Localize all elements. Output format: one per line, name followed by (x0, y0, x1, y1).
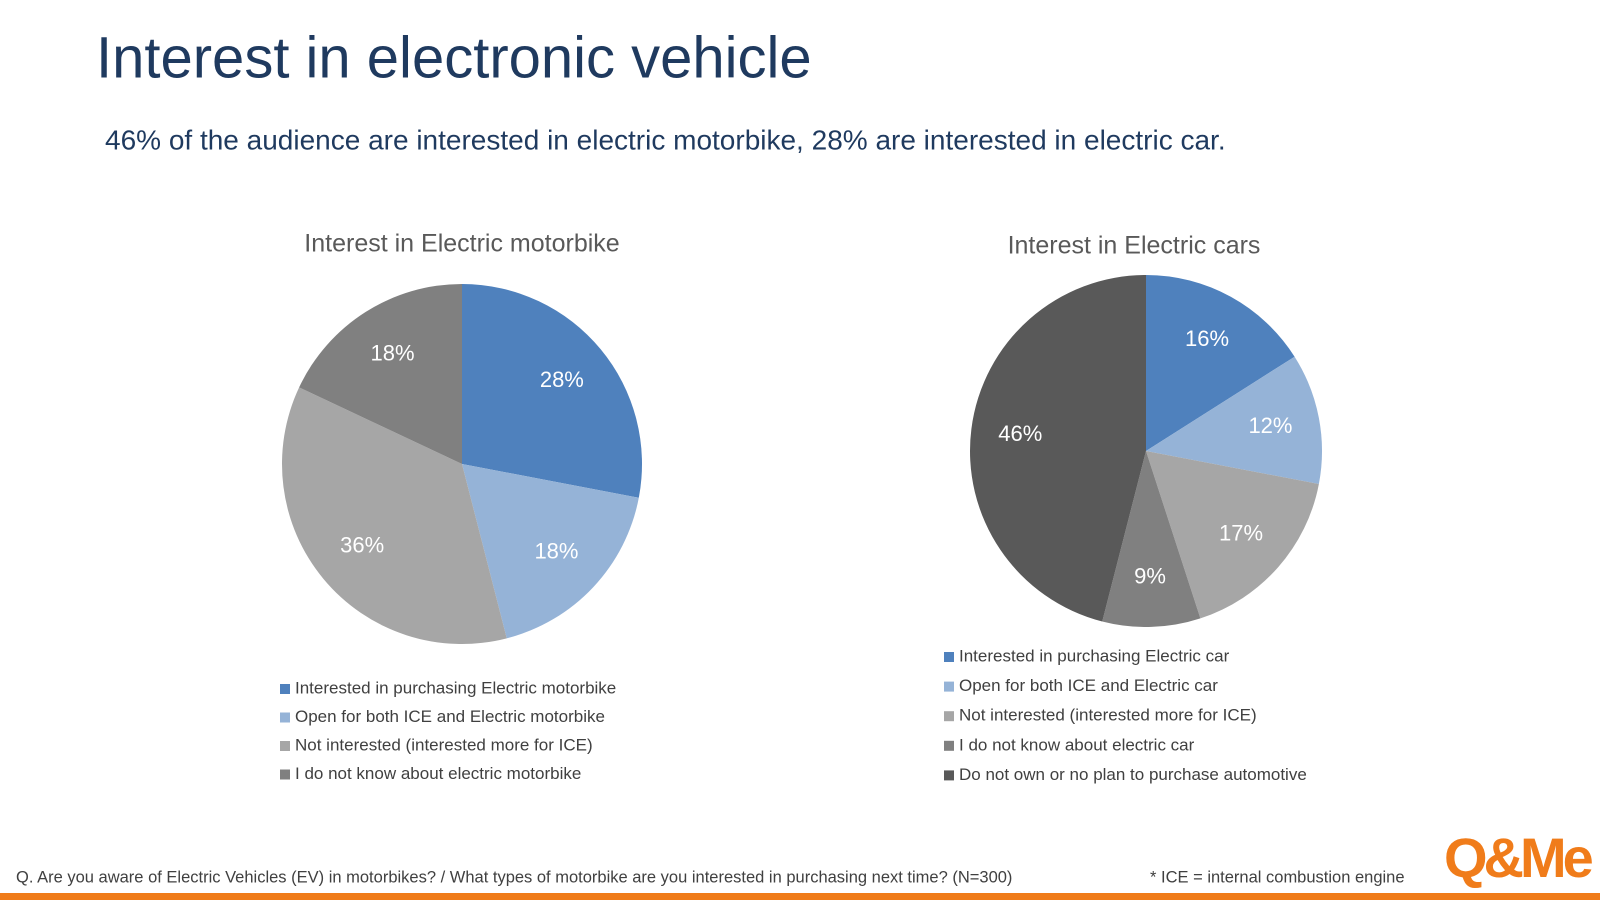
legend-swatch (280, 684, 290, 694)
data-label: 18% (371, 340, 415, 365)
pie-slice (299, 284, 462, 464)
chart-title: Interest in Electric motorbike (304, 230, 619, 258)
pie-slice (462, 464, 639, 639)
pie-slice (462, 284, 643, 498)
data-label: 28% (540, 367, 584, 392)
legend-label: I do not know about electric car (959, 735, 1195, 754)
legend-label: Interested in purchasing Electric motorb… (295, 678, 616, 697)
note: * ICE = internal combustion engine (1150, 868, 1405, 886)
legend-swatch (944, 681, 954, 692)
pie-slice (1146, 451, 1319, 619)
legend-label: Interested in purchasing Electric car (959, 646, 1230, 665)
legend-label: Open for both ICE and Electric motorbike (295, 707, 605, 726)
footer-bar (0, 893, 1600, 900)
slide-title: Interest in electronic vehicle (96, 25, 812, 90)
pie-slice (1146, 356, 1322, 484)
data-label: 36% (340, 532, 384, 557)
legend-swatch (280, 741, 290, 751)
slide-subtitle: 46% of the audience are interested in el… (105, 124, 1226, 155)
data-label: 18% (534, 539, 578, 564)
footnote: Q. Are you aware of Electric Vehicles (E… (16, 868, 1012, 886)
legend-label: Not interested (interested more for ICE) (959, 706, 1257, 725)
pie-slice (1102, 451, 1201, 627)
legend-label: Not interested (interested more for ICE) (295, 735, 593, 754)
logo: Q&Me (1444, 826, 1593, 889)
legend-swatch (280, 712, 290, 723)
data-label: 9% (1134, 563, 1166, 588)
pie-slice (970, 275, 1146, 622)
legend-swatch (944, 652, 954, 662)
chart-title: Interest in Electric cars (1008, 232, 1261, 260)
legend-swatch (944, 711, 954, 722)
pie-slice (282, 387, 507, 644)
legend-label: I do not know about electric motorbike (295, 764, 581, 783)
legend-swatch (280, 769, 290, 780)
data-label: 16% (1185, 326, 1229, 351)
legend-swatch (944, 740, 954, 751)
data-label: 17% (1219, 521, 1263, 546)
legend-label: Open for both ICE and Electric car (959, 676, 1218, 695)
data-label: 46% (998, 421, 1042, 446)
legend-swatch (944, 770, 954, 781)
legend-label: Do not own or no plan to purchase automo… (959, 765, 1307, 784)
data-label: 12% (1248, 413, 1292, 438)
pie-slice (1146, 275, 1295, 451)
